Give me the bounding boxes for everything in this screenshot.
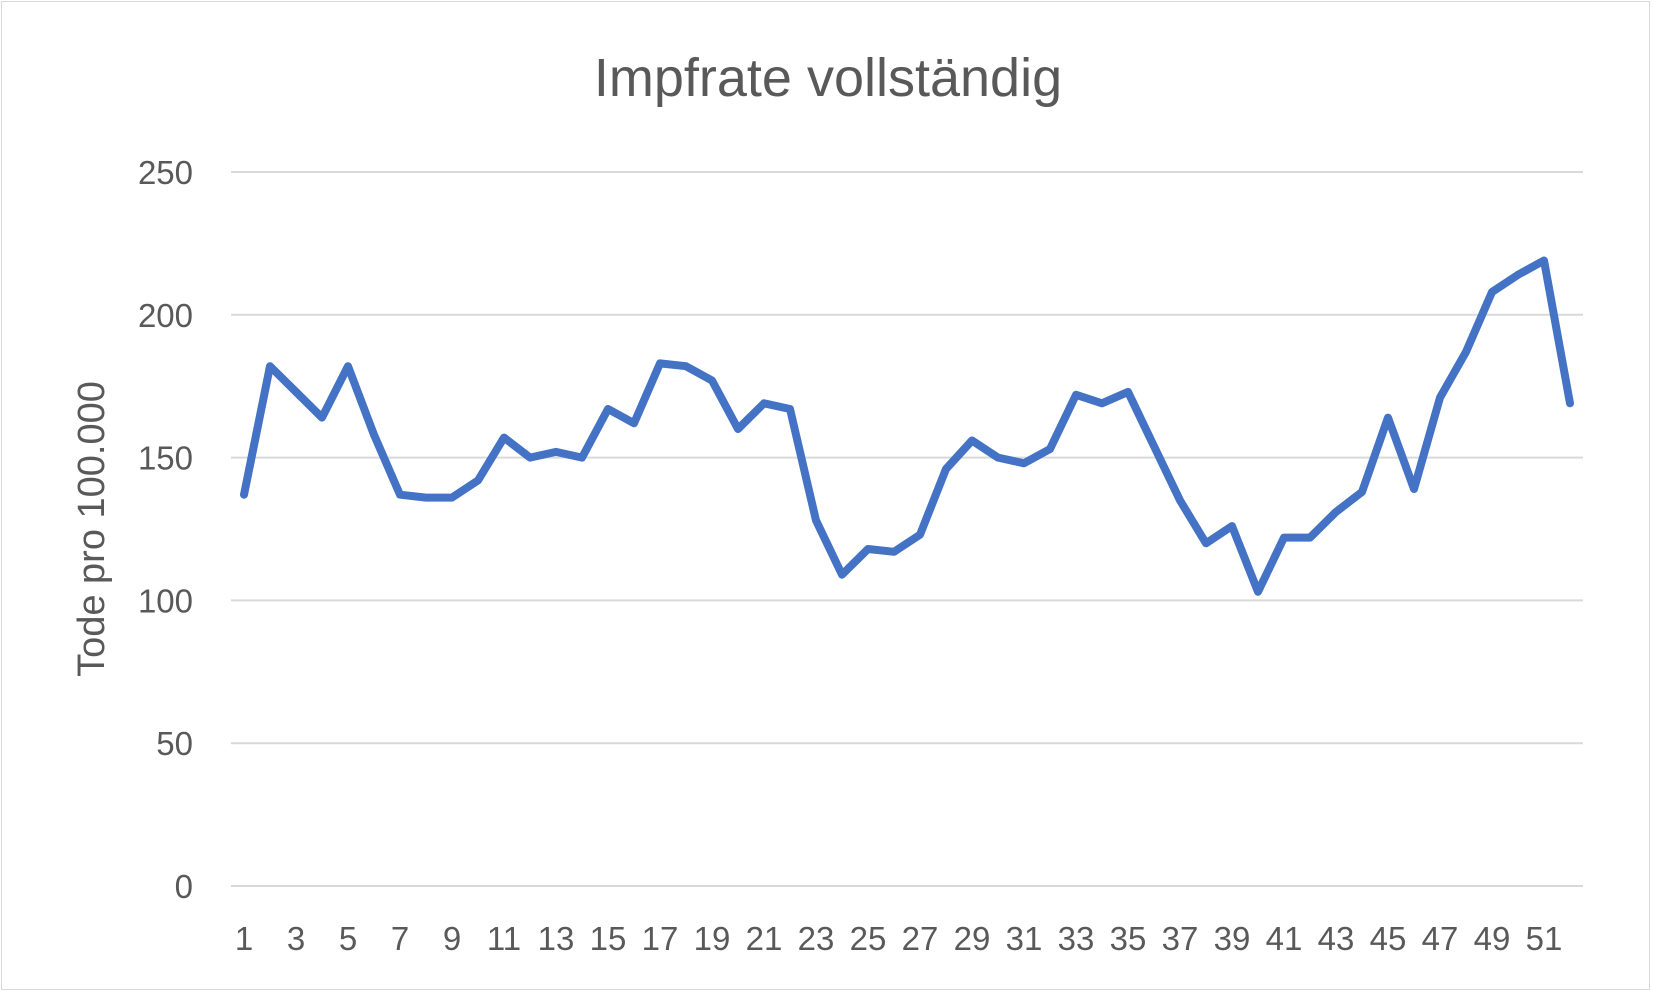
x-tick-label: 21 [746,920,783,957]
y-tick-label: 100 [138,582,193,619]
x-tick-label: 17 [642,920,679,957]
x-tick-label: 15 [590,920,627,957]
y-tick-label: 50 [156,725,193,762]
y-tick-label: 0 [175,868,193,905]
x-tick-label: 29 [954,920,991,957]
y-tick-label: 250 [138,154,193,191]
y-axis-title: Tode pro 100.000 [71,381,113,677]
x-tick-label: 49 [1474,920,1511,957]
x-tick-label: 41 [1266,920,1303,957]
x-tick-label: 35 [1110,920,1147,957]
x-axis-ticks: 1 3 5 7 9 11 13 15 17 19 21 23 25 27 29 31 33 35 37 39 41 43 4… [235,920,1563,957]
x-tick-label: 31 [1006,920,1043,957]
x-tick-label: 37 [1162,920,1199,957]
chart-title: Impfrate vollständig [594,48,1062,108]
x-tick-label: 27 [902,920,939,957]
x-tick-label: 13 [538,920,575,957]
x-tick-label: 5 [339,920,357,957]
x-tick-label: 39 [1214,920,1251,957]
x-tick-label: 51 [1526,920,1563,957]
x-tick-label: 19 [694,920,731,957]
y-tick-label: 200 [138,297,193,334]
x-tick-label: 7 [391,920,409,957]
x-tick-label: 33 [1058,920,1095,957]
gridlines [231,171,1583,887]
x-tick-label: 45 [1370,920,1407,957]
x-tick-label: 23 [798,920,835,957]
y-axis-ticks: 0 50 100 150 200 250 [138,154,193,905]
x-tick-label: 11 [487,920,521,957]
x-tick-label: 1 [235,920,253,957]
x-tick-label: 3 [287,920,305,957]
x-tick-label: 43 [1318,920,1355,957]
x-tick-label: 9 [443,920,461,957]
series-layer [240,256,1574,596]
x-tick-label: 47 [1422,920,1459,957]
x-tick-label: 25 [850,920,887,957]
y-tick-label: 150 [138,440,193,477]
series-line-0 [240,256,1574,596]
